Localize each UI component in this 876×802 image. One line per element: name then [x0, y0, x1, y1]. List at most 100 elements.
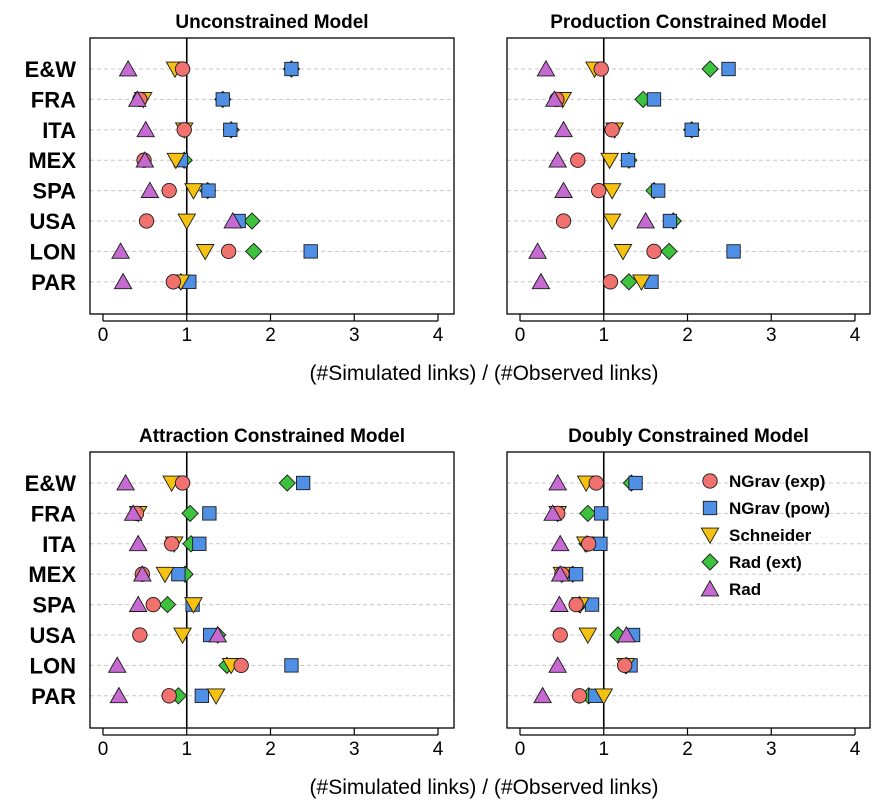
point-rad [544, 90, 564, 107]
x-tick-label: 0 [515, 325, 526, 346]
point-schneider [195, 244, 215, 261]
x-tick-label: 1 [181, 325, 192, 346]
point-schneider [177, 213, 197, 231]
point-schneider [206, 688, 226, 705]
point-rad [549, 595, 569, 612]
legend-label-schneider: Schneider [729, 526, 812, 545]
category-label-lon: LON [30, 653, 76, 678]
point-rad-ext [245, 242, 263, 261]
point-rad [109, 686, 129, 704]
point-ngrav-exp [604, 122, 620, 138]
panel-title: Production Constrained Model [550, 12, 827, 33]
category-label-e-w: E&W [25, 57, 77, 82]
point-ngrav-exp [571, 688, 588, 704]
point-rad [528, 242, 548, 259]
legend-marker-rad-ext [701, 553, 719, 571]
point-ngrav-exp [132, 627, 148, 643]
panel-production-constrained-model: Production Constrained Model 0 1 2 3 4 [506, 12, 871, 346]
point-rad [111, 242, 131, 259]
point-ngrav-pow [192, 536, 207, 551]
point-rad [140, 181, 160, 198]
point-rad [113, 272, 133, 290]
point-ngrav-exp [646, 243, 662, 260]
plot-frame [506, 37, 871, 315]
legend-marker-rad [700, 579, 720, 597]
point-rad [548, 473, 568, 491]
point-rad [531, 272, 551, 290]
category-label-lon: LON [30, 239, 76, 264]
x-tick-label: 2 [265, 739, 276, 760]
point-rad [127, 90, 147, 107]
point-ngrav-pow [223, 122, 238, 137]
point-rad-ext [158, 595, 177, 614]
point-ngrav-pow [651, 183, 666, 198]
category-label-fra: FRA [31, 501, 76, 526]
x-tick-label: 1 [598, 325, 609, 346]
legend-marker-ngrav-pow [702, 500, 718, 516]
point-schneider [600, 152, 620, 170]
legend-label-rad: Rad [729, 580, 761, 599]
point-ngrav-pow [194, 688, 209, 703]
point-rad [223, 211, 243, 229]
legend-label-rad-ext: Rad (ext) [729, 553, 802, 572]
point-schneider [613, 244, 633, 261]
point-rad [543, 504, 563, 521]
point-ngrav-pow [726, 244, 741, 259]
panel-attraction-constrained-model: Attraction Constrained Model E&W FRA ITA MEX… [25, 426, 455, 760]
point-rad [536, 59, 556, 77]
plot-frame [89, 451, 455, 729]
point-ngrav-exp [145, 596, 161, 613]
point-rad-ext [181, 504, 199, 523]
point-schneider [155, 566, 175, 584]
plot-frame [89, 37, 455, 315]
point-ngrav-pow [202, 506, 217, 521]
plot-frame [506, 451, 871, 729]
point-ngrav-exp [555, 213, 572, 229]
point-ngrav-pow [296, 475, 311, 491]
point-rad [550, 565, 570, 582]
point-rad [136, 120, 156, 138]
point-ngrav-pow [171, 567, 186, 582]
x-tick-label: 3 [349, 325, 360, 346]
x-tick-label: 0 [515, 739, 526, 760]
point-ngrav-exp [174, 61, 191, 77]
point-rad [548, 151, 568, 168]
point-ngrav-exp [581, 536, 597, 552]
point-rad [548, 656, 568, 673]
x-tick-label: 2 [682, 739, 693, 760]
category-label-par: PAR [31, 270, 76, 295]
point-ngrav-pow [684, 122, 699, 137]
point-rad [135, 151, 155, 168]
point-rad [616, 625, 636, 643]
point-rad [554, 120, 573, 138]
point-ngrav-exp [161, 688, 177, 704]
point-ngrav-pow [303, 244, 318, 259]
point-ngrav-exp [588, 475, 604, 491]
point-ngrav-pow [662, 213, 678, 229]
point-ngrav-exp [617, 657, 633, 674]
point-schneider [594, 688, 614, 705]
point-ngrav-exp [220, 243, 237, 260]
panel-title: Doubly Constrained Model [568, 426, 809, 447]
point-schneider [166, 152, 186, 170]
category-label-usa: USA [30, 209, 77, 234]
point-rad-ext [660, 242, 678, 261]
point-rad [128, 595, 148, 612]
point-schneider [184, 597, 203, 614]
category-label-usa: USA [30, 623, 77, 648]
point-ngrav-exp [552, 627, 568, 643]
point-ngrav-pow [594, 506, 609, 521]
point-ngrav-exp [164, 536, 180, 552]
category-label-fra: FRA [31, 87, 76, 112]
point-ngrav-exp [570, 152, 586, 168]
point-rad-ext [579, 504, 597, 523]
x-tick-label: 4 [433, 325, 444, 346]
point-ngrav-pow [620, 153, 636, 168]
point-schneider [632, 274, 651, 291]
point-schneider [602, 183, 622, 200]
point-rad [116, 473, 136, 491]
x-tick-label: 1 [181, 739, 192, 760]
point-rad [550, 534, 570, 552]
x-tick-label: 0 [98, 325, 109, 346]
